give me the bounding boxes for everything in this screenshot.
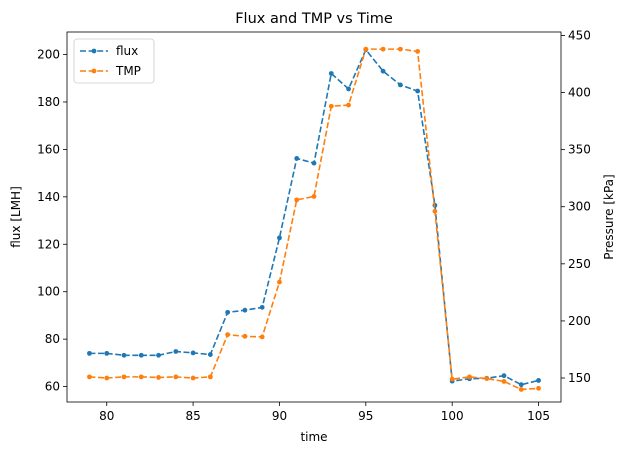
- y-tick-label-right: 150: [568, 371, 591, 385]
- data-point-flux: [501, 373, 507, 379]
- x-tick-label: 80: [99, 409, 114, 423]
- data-point-flux: [536, 378, 541, 383]
- y-tick-label-left: 180: [37, 95, 60, 109]
- data-point-tmp: [415, 49, 421, 54]
- plot-frame: [66, 31, 562, 403]
- data-point-tmp: [518, 387, 524, 392]
- y-tick-label-right: 400: [568, 86, 591, 100]
- x-tick-label: 90: [272, 409, 287, 423]
- data-point-tmp: [190, 375, 196, 381]
- data-point-flux: [328, 71, 334, 76]
- data-point-tmp: [501, 379, 507, 384]
- data-point-tmp: [346, 102, 351, 108]
- data-point-tmp: [121, 374, 127, 380]
- legend-marker-tmp: [91, 68, 97, 74]
- data-point-tmp: [156, 375, 161, 380]
- data-point-flux: [242, 307, 248, 313]
- chart-title: Flux and TMP vs Time: [235, 11, 393, 27]
- data-point-tmp: [536, 385, 541, 391]
- data-point-flux: [294, 156, 300, 161]
- data-point-tmp: [328, 103, 334, 109]
- y-tick-label-left: 100: [37, 285, 60, 299]
- x-tick-label: 95: [358, 409, 373, 423]
- x-tick-label: 105: [527, 409, 550, 423]
- x-tick-label: 100: [441, 409, 464, 423]
- y-tick-label-left: 160: [37, 142, 60, 156]
- legend-box: [73, 38, 155, 84]
- data-point-tmp: [484, 376, 490, 381]
- y-axis-title-right: Pressure [kPa]: [602, 174, 616, 259]
- y-tick-label-right: 250: [568, 257, 591, 271]
- data-point-flux: [156, 352, 161, 358]
- legend-label-tmp: TMP: [115, 64, 141, 78]
- series-line-flux: [89, 48, 539, 386]
- data-point-tmp: [259, 334, 265, 340]
- data-point-flux: [87, 350, 92, 356]
- y-tick-label-right: 200: [568, 314, 591, 328]
- data-point-flux: [104, 350, 110, 356]
- y-tick-label-right: 450: [568, 28, 591, 42]
- data-point-flux: [277, 235, 282, 241]
- data-point-tmp: [311, 194, 317, 199]
- data-point-tmp: [467, 374, 472, 380]
- data-point-tmp: [138, 374, 144, 380]
- data-point-flux: [397, 82, 403, 88]
- data-point-flux: [311, 160, 317, 166]
- data-point-flux: [207, 352, 213, 357]
- data-point-tmp: [380, 46, 386, 52]
- data-point-flux: [346, 86, 351, 92]
- data-point-tmp: [207, 374, 213, 380]
- y-tick-label-left: 80: [45, 332, 60, 346]
- legend-marker-flux: [91, 48, 97, 54]
- data-point-flux: [121, 352, 127, 358]
- data-point-tmp: [87, 374, 92, 380]
- y-tick-label-left: 120: [37, 237, 60, 251]
- data-point-tmp: [363, 46, 369, 52]
- data-point-flux: [225, 309, 231, 315]
- y-tick-label-right: 300: [568, 200, 591, 214]
- y-tick-label-left: 60: [45, 380, 60, 394]
- series-line-tmp: [89, 48, 539, 391]
- data-point-tmp: [294, 197, 300, 203]
- y-tick-label-left: 200: [37, 48, 60, 62]
- data-point-tmp: [104, 375, 110, 381]
- plot-area: 80 85 90 95 100 105 60 80 100 120 140 160 180 200 150 2…: [37, 28, 591, 423]
- data-point-tmp: [225, 332, 231, 338]
- data-point-flux: [259, 304, 265, 310]
- data-point-flux: [380, 68, 386, 74]
- x-axis-title: time: [300, 430, 327, 444]
- x-tick-label: 85: [185, 409, 200, 423]
- y-tick-label-right: 350: [568, 143, 591, 157]
- legend-label-flux: flux: [116, 44, 138, 58]
- data-point-tmp: [173, 374, 179, 380]
- data-point-tmp: [242, 333, 248, 339]
- legend: flux TMP: [73, 38, 155, 84]
- data-point-tmp: [449, 376, 455, 382]
- data-point-flux: [415, 88, 421, 94]
- data-point-flux: [173, 349, 179, 354]
- y-tick-label-left: 140: [37, 190, 60, 204]
- data-point-tmp: [397, 46, 403, 52]
- y-axis-title-left: flux [LMH]: [9, 186, 23, 248]
- data-point-flux: [138, 352, 144, 358]
- data-point-tmp: [432, 208, 438, 214]
- data-point-tmp: [277, 279, 282, 285]
- data-point-flux: [518, 382, 524, 388]
- data-point-flux: [190, 350, 196, 356]
